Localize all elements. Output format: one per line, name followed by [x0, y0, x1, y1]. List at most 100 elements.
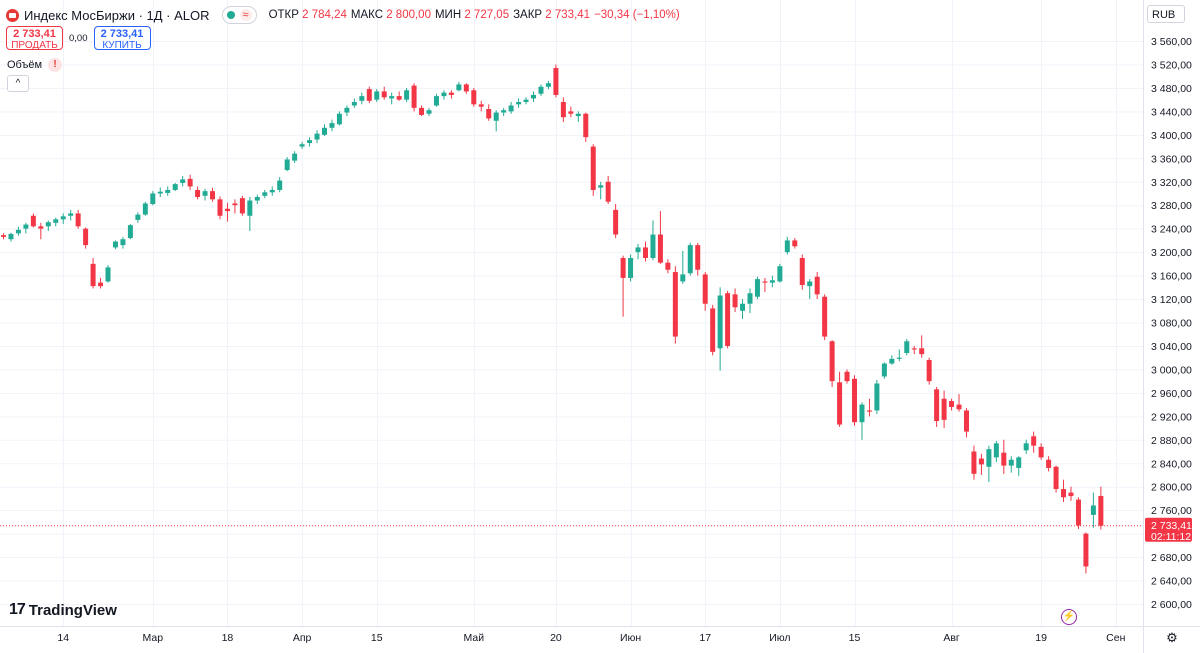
candle-body[interactable]	[553, 67, 559, 95]
candle-body[interactable]	[792, 240, 798, 247]
candle-body[interactable]	[545, 83, 551, 87]
candle-body[interactable]	[396, 96, 402, 100]
candle-body[interactable]	[1016, 457, 1022, 468]
candle-body[interactable]	[419, 107, 425, 115]
candle-body[interactable]	[986, 449, 992, 467]
collapse-legend-button[interactable]: ^	[7, 75, 29, 92]
candle-body[interactable]	[1090, 505, 1096, 515]
candle-body[interactable]	[754, 279, 760, 297]
candle-body[interactable]	[45, 222, 51, 227]
market-status-pill[interactable]: ≈	[221, 6, 257, 24]
candle-body[interactable]	[605, 181, 611, 202]
candle-body[interactable]	[127, 225, 133, 239]
candle-body[interactable]	[687, 245, 693, 274]
candle-body[interactable]	[1046, 459, 1052, 468]
candle-body[interactable]	[1061, 489, 1067, 498]
candle-body[interactable]	[657, 234, 663, 263]
candle-body[interactable]	[837, 382, 843, 425]
candle-body[interactable]	[934, 389, 940, 422]
candle-body[interactable]	[180, 179, 186, 183]
candle-body[interactable]	[448, 92, 454, 95]
candle-body[interactable]	[232, 203, 238, 206]
candle-body[interactable]	[896, 357, 902, 359]
candle-body[interactable]	[165, 189, 171, 193]
candle-body[interactable]	[75, 213, 81, 227]
candle-body[interactable]	[993, 443, 999, 458]
candle-body[interactable]	[807, 281, 813, 287]
candle-body[interactable]	[239, 198, 245, 214]
candle-body[interactable]	[1001, 452, 1007, 466]
candle-body[interactable]	[620, 257, 626, 278]
candle-body[interactable]	[680, 274, 686, 282]
candle-body[interactable]	[344, 107, 350, 113]
candle-body[interactable]	[635, 247, 641, 253]
candle-body[interactable]	[777, 266, 783, 282]
candle-body[interactable]	[740, 303, 746, 311]
symbol-title[interactable]: Индекс МосБиржи · 1Д · ALOR	[24, 7, 210, 23]
candle-body[interactable]	[150, 193, 156, 205]
candle-body[interactable]	[1068, 492, 1074, 497]
candle-body[interactable]	[157, 191, 163, 194]
candle-body[interactable]	[210, 191, 216, 200]
candle-body[interactable]	[590, 146, 596, 190]
candle-body[interactable]	[262, 192, 268, 196]
candle-body[interactable]	[672, 272, 678, 337]
candle-body[interactable]	[822, 296, 828, 337]
candle-body[interactable]	[471, 90, 477, 105]
lightning-icon[interactable]: ⚡	[1061, 609, 1077, 625]
candle-body[interactable]	[949, 401, 955, 407]
candle-body[interactable]	[329, 123, 335, 128]
candle-body[interactable]	[747, 293, 753, 304]
candle-body[interactable]	[501, 110, 507, 113]
candle-body[interactable]	[30, 215, 36, 227]
candle-body[interactable]	[695, 245, 701, 270]
candle-body[interactable]	[881, 363, 887, 377]
currency-selector[interactable]: RUB	[1147, 5, 1185, 23]
candle-body[interactable]	[336, 113, 342, 125]
candle-body[interactable]	[269, 189, 275, 193]
candle-body[interactable]	[321, 127, 327, 135]
candle-body[interactable]	[710, 308, 716, 352]
candle-body[interactable]	[769, 280, 775, 283]
candle-body[interactable]	[717, 295, 723, 349]
candle-body[interactable]	[433, 96, 439, 106]
candle-body[interactable]	[299, 144, 305, 147]
candle-body[interactable]	[254, 196, 260, 201]
candle-body[interactable]	[486, 109, 492, 119]
candle-body[interactable]	[844, 371, 850, 382]
candle-body[interactable]	[1075, 499, 1081, 526]
candle-body[interactable]	[650, 234, 656, 258]
warning-icon[interactable]: !	[48, 58, 63, 72]
candle-body[interactable]	[217, 199, 223, 216]
candle-body[interactable]	[963, 410, 969, 432]
candle-body[interactable]	[784, 240, 790, 253]
candle-body[interactable]	[120, 239, 126, 246]
candle-body[interactable]	[508, 105, 514, 112]
candle-body[interactable]	[98, 282, 104, 287]
candle-body[interactable]	[90, 263, 96, 287]
settings-gear-icon[interactable]: ⚙	[1166, 630, 1178, 645]
candle-body[interactable]	[426, 110, 432, 114]
candle-body[interactable]	[725, 293, 731, 346]
candle-body[interactable]	[583, 113, 589, 138]
candle-body[interactable]	[538, 86, 544, 94]
candle-body[interactable]	[814, 276, 820, 295]
candle-body[interactable]	[523, 99, 529, 102]
candle-body[interactable]	[829, 341, 835, 382]
candle-body[interactable]	[613, 209, 619, 235]
candle-body[interactable]	[105, 267, 111, 282]
candle-body[interactable]	[172, 184, 178, 190]
buy-button[interactable]: 2 733,41 КУПИТЬ	[93, 26, 151, 51]
candle-body[interactable]	[135, 214, 141, 220]
candle-body[interactable]	[247, 200, 253, 216]
candle-body[interactable]	[478, 104, 484, 107]
candle-body[interactable]	[463, 84, 469, 92]
candle-body[interactable]	[411, 85, 417, 108]
candle-body[interactable]	[351, 101, 357, 106]
candle-body[interactable]	[859, 404, 865, 423]
candle-body[interactable]	[971, 451, 977, 474]
candle-body[interactable]	[598, 185, 604, 188]
candle-body[interactable]	[224, 208, 230, 212]
candle-body[interactable]	[799, 257, 805, 285]
